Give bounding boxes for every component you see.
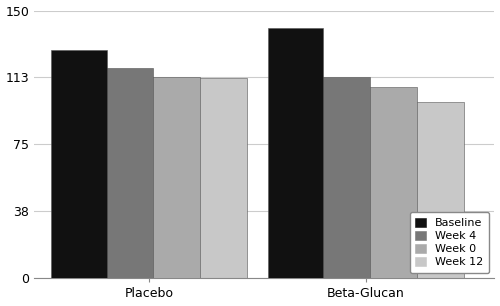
Bar bbox=[268, 28, 323, 278]
Bar bbox=[408, 102, 464, 278]
Legend: Baseline, Week 4, Week 0, Week 12: Baseline, Week 4, Week 0, Week 12 bbox=[410, 212, 489, 273]
Bar bbox=[314, 76, 370, 278]
Bar bbox=[145, 76, 201, 278]
Bar bbox=[98, 68, 154, 278]
Bar bbox=[362, 87, 416, 278]
Bar bbox=[192, 78, 248, 278]
Bar bbox=[52, 50, 106, 278]
